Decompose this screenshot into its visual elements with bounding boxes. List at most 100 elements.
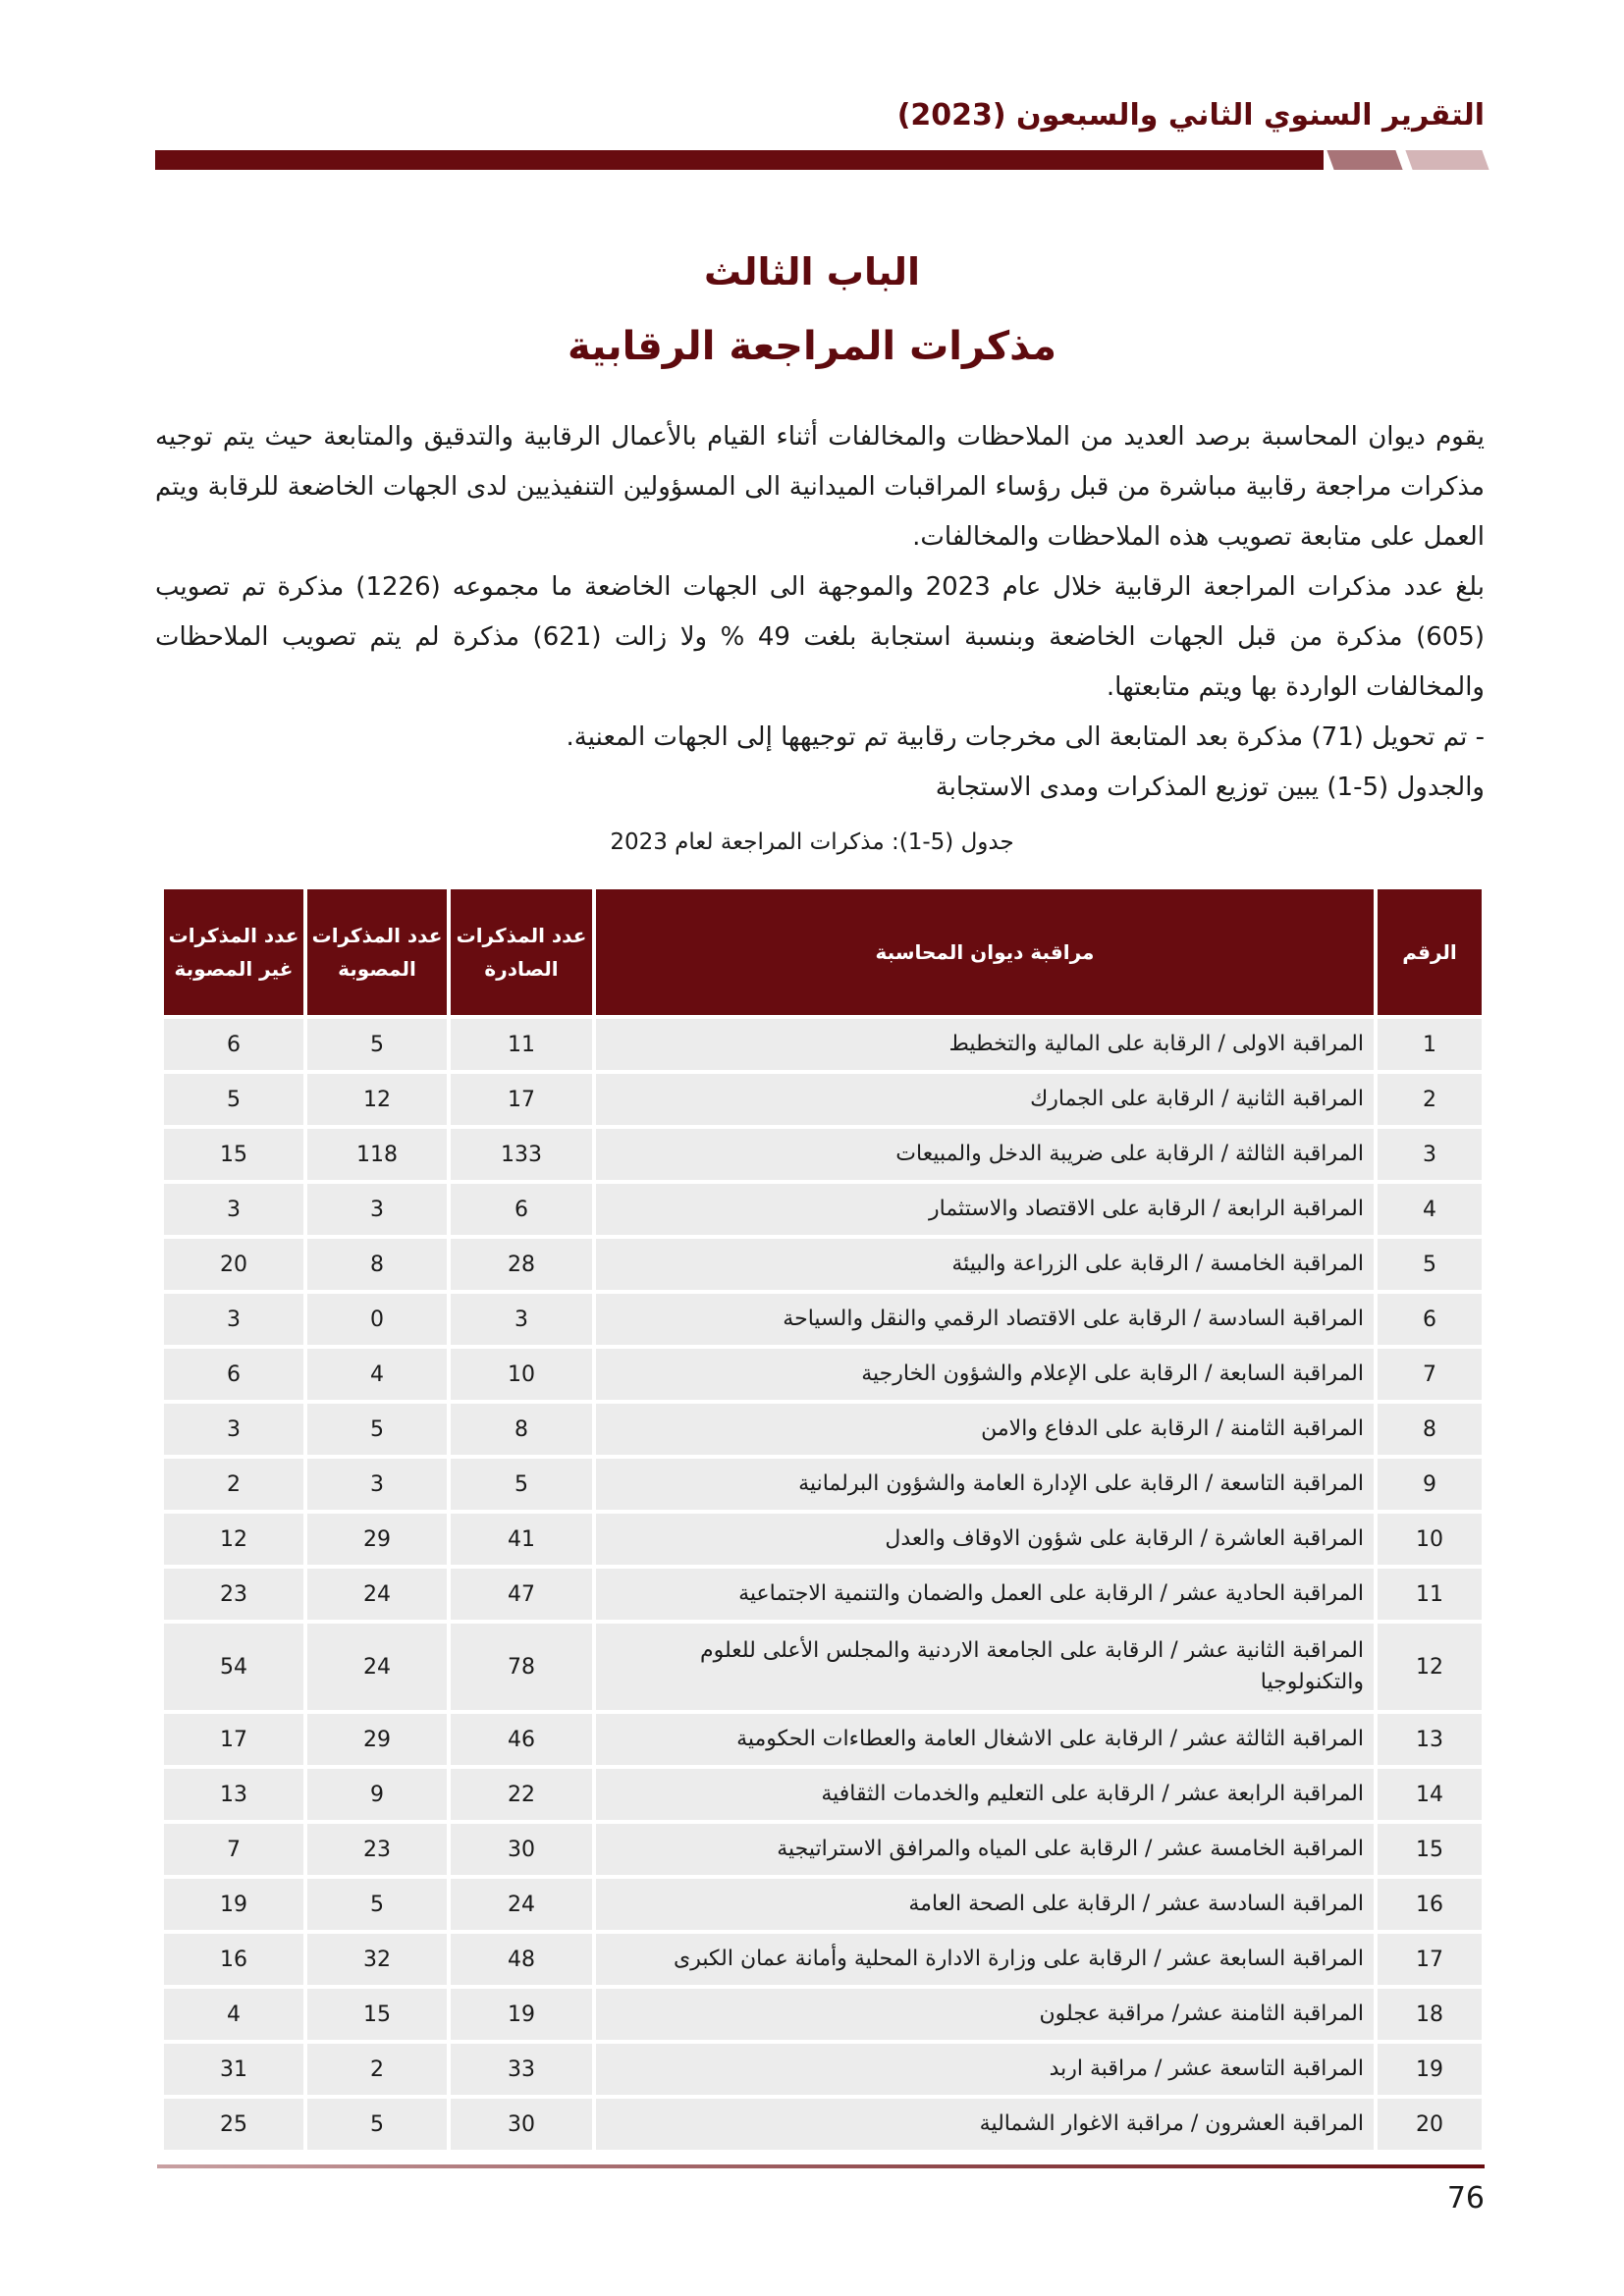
- unit-name: المراقبة السابعة / الرقابة على الإعلام و…: [596, 1349, 1374, 1400]
- row-number: 13: [1378, 1714, 1482, 1765]
- table-row: 4 المراقبة الرابعة / الرقابة على الاقتصاد…: [164, 1184, 1482, 1235]
- corrected-count: 5: [307, 2099, 447, 2150]
- row-number: 12: [1378, 1624, 1482, 1710]
- header-corrected: عدد المذكرات المصوبة: [307, 889, 447, 1015]
- corrected-count: 24: [307, 1569, 447, 1620]
- unit-name: المراقبة الثامنة عشر/ مراقبة عجلون: [596, 1989, 1374, 2040]
- row-number: 16: [1378, 1879, 1482, 1930]
- issued-count: 17: [451, 1074, 592, 1125]
- uncorrected-count: 3: [164, 1184, 303, 1235]
- corrected-count: 2: [307, 2044, 447, 2095]
- unit-name: المراقبة الاولى / الرقابة على المالية وا…: [596, 1019, 1374, 1070]
- paragraph: بلغ عدد مذكرات المراجعة الرقابية خلال عا…: [155, 572, 1486, 702]
- row-number: 15: [1378, 1824, 1482, 1875]
- uncorrected-count: 25: [164, 2099, 303, 2150]
- corrected-count: 8: [307, 1239, 447, 1290]
- header-issued: عدد المذكرات الصادرة: [451, 889, 592, 1015]
- body-text: يقوم ديوان المحاسبة برصد العديد من الملا…: [155, 412, 1485, 813]
- unit-name: المراقبة الثانية / الرقابة على الجمارك: [596, 1074, 1374, 1125]
- uncorrected-count: 12: [164, 1514, 303, 1565]
- uncorrected-count: 3: [164, 1294, 303, 1345]
- corrected-count: 32: [307, 1934, 447, 1985]
- unit-name: المراقبة التاسعة عشر / مراقبة اربد: [596, 2044, 1374, 2095]
- issued-count: 22: [451, 1769, 592, 1820]
- report-title: التقرير السنوي الثاني والسبعون (2023): [896, 98, 1485, 133]
- table-row: 11 المراقبة الحادية عشر / الرقابة على الع…: [164, 1569, 1482, 1620]
- table-row: 17 المراقبة السابعة عشر / الرقابة على وزا…: [164, 1934, 1482, 1985]
- corrected-count: 23: [307, 1824, 447, 1875]
- uncorrected-count: 3: [164, 1404, 303, 1455]
- issued-count: 5: [451, 1459, 592, 1510]
- paragraph: والجدول (5-1) يبين توزيع المذكرات ومدى ا…: [935, 773, 1485, 802]
- row-number: 18: [1378, 1989, 1482, 2040]
- table-row: 18 المراقبة الثامنة عشر/ مراقبة عجلون 19 15…: [164, 1989, 1482, 2040]
- issued-count: 78: [451, 1624, 592, 1710]
- corrected-count: 24: [307, 1624, 447, 1710]
- page-number: 76: [1446, 2181, 1485, 2216]
- row-number: 10: [1378, 1514, 1482, 1565]
- header-uncorrected: عدد المذكرات غير المصوبة: [164, 889, 303, 1015]
- uncorrected-count: 4: [164, 1989, 303, 2040]
- uncorrected-count: 17: [164, 1714, 303, 1765]
- corrected-count: 3: [307, 1184, 447, 1235]
- table-row: 16 المراقبة السادسة عشر / الرقابة على الص…: [164, 1879, 1482, 1930]
- issued-count: 48: [451, 1934, 592, 1985]
- issued-count: 47: [451, 1569, 592, 1620]
- issued-count: 46: [451, 1714, 592, 1765]
- corrected-count: 5: [307, 1879, 447, 1930]
- issued-count: 30: [451, 1824, 592, 1875]
- issued-count: 28: [451, 1239, 592, 1290]
- paragraph: يقوم ديوان المحاسبة برصد العديد من الملا…: [155, 422, 1485, 552]
- corrected-count: 29: [307, 1514, 447, 1565]
- unit-name: المراقبة التاسعة / الرقابة على الإدارة ا…: [596, 1459, 1374, 1510]
- unit-name: المراقبة الخامسة / الرقابة على الزراعة و…: [596, 1239, 1374, 1290]
- row-number: 11: [1378, 1569, 1482, 1620]
- row-number: 6: [1378, 1294, 1482, 1345]
- table-row: 10 المراقبة العاشرة / الرقابة على شؤون ال…: [164, 1514, 1482, 1565]
- uncorrected-count: 6: [164, 1349, 303, 1400]
- uncorrected-count: 13: [164, 1769, 303, 1820]
- bullet-paragraph: - تم تحويل (71) مذكرة بعد المتابعة الى م…: [566, 722, 1485, 752]
- row-number: 17: [1378, 1934, 1482, 1985]
- corrected-count: 4: [307, 1349, 447, 1400]
- row-number: 8: [1378, 1404, 1482, 1455]
- issued-count: 30: [451, 2099, 592, 2150]
- row-number: 2: [1378, 1074, 1482, 1125]
- row-number: 9: [1378, 1459, 1482, 1510]
- corrected-count: 9: [307, 1769, 447, 1820]
- unit-name: المراقبة العشرون / مراقبة الاغوار الشمال…: [596, 2099, 1374, 2150]
- unit-name: المراقبة الرابعة عشر / الرقابة على التعل…: [596, 1769, 1374, 1820]
- chapter-number: الباب الثالث: [703, 250, 921, 294]
- table-row: 13 المراقبة الثالثة عشر / الرقابة على الا…: [164, 1714, 1482, 1765]
- uncorrected-count: 20: [164, 1239, 303, 1290]
- header-bar: [155, 150, 1324, 170]
- table-row: 9 المراقبة التاسعة / الرقابة على الإدارة …: [164, 1459, 1482, 1510]
- table-row: 15 المراقبة الخامسة عشر / الرقابة على الم…: [164, 1824, 1482, 1875]
- issued-count: 3: [451, 1294, 592, 1345]
- row-number: 14: [1378, 1769, 1482, 1820]
- row-number: 20: [1378, 2099, 1482, 2150]
- uncorrected-count: 2: [164, 1459, 303, 1510]
- table-row: 3 المراقبة الثالثة / الرقابة على ضريبة ال…: [164, 1129, 1482, 1180]
- issued-count: 8: [451, 1404, 592, 1455]
- chapter-title: مذكرات المراجعة الرقابية: [567, 324, 1056, 369]
- footer-line: [157, 2164, 1485, 2168]
- table-caption: جدول (5-1): مذكرات المراجعة لعام 2023: [610, 829, 1014, 855]
- row-number: 5: [1378, 1239, 1482, 1290]
- table-row: 14 المراقبة الرابعة عشر / الرقابة على الت…: [164, 1769, 1482, 1820]
- issued-count: 11: [451, 1019, 592, 1070]
- issued-count: 19: [451, 1989, 592, 2040]
- unit-name: المراقبة الحادية عشر / الرقابة على العمل…: [596, 1569, 1374, 1620]
- issued-count: 33: [451, 2044, 592, 2095]
- unit-name: المراقبة الثالثة عشر / الرقابة على الاشغ…: [596, 1714, 1374, 1765]
- memos-table: الرقم مراقبة ديوان المحاسبة عدد المذكرات…: [160, 885, 1486, 2154]
- uncorrected-count: 16: [164, 1934, 303, 1985]
- unit-name: المراقبة الثانية عشر / الرقابة على الجام…: [596, 1624, 1374, 1710]
- table-row: 7 المراقبة السابعة / الرقابة على الإعلام …: [164, 1349, 1482, 1400]
- uncorrected-count: 6: [164, 1019, 303, 1070]
- table-row: 6 المراقبة السادسة / الرقابة على الاقتصاد…: [164, 1294, 1482, 1345]
- corrected-count: 5: [307, 1019, 447, 1070]
- issued-count: 6: [451, 1184, 592, 1235]
- unit-name: المراقبة العاشرة / الرقابة على شؤون الاو…: [596, 1514, 1374, 1565]
- issued-count: 24: [451, 1879, 592, 1930]
